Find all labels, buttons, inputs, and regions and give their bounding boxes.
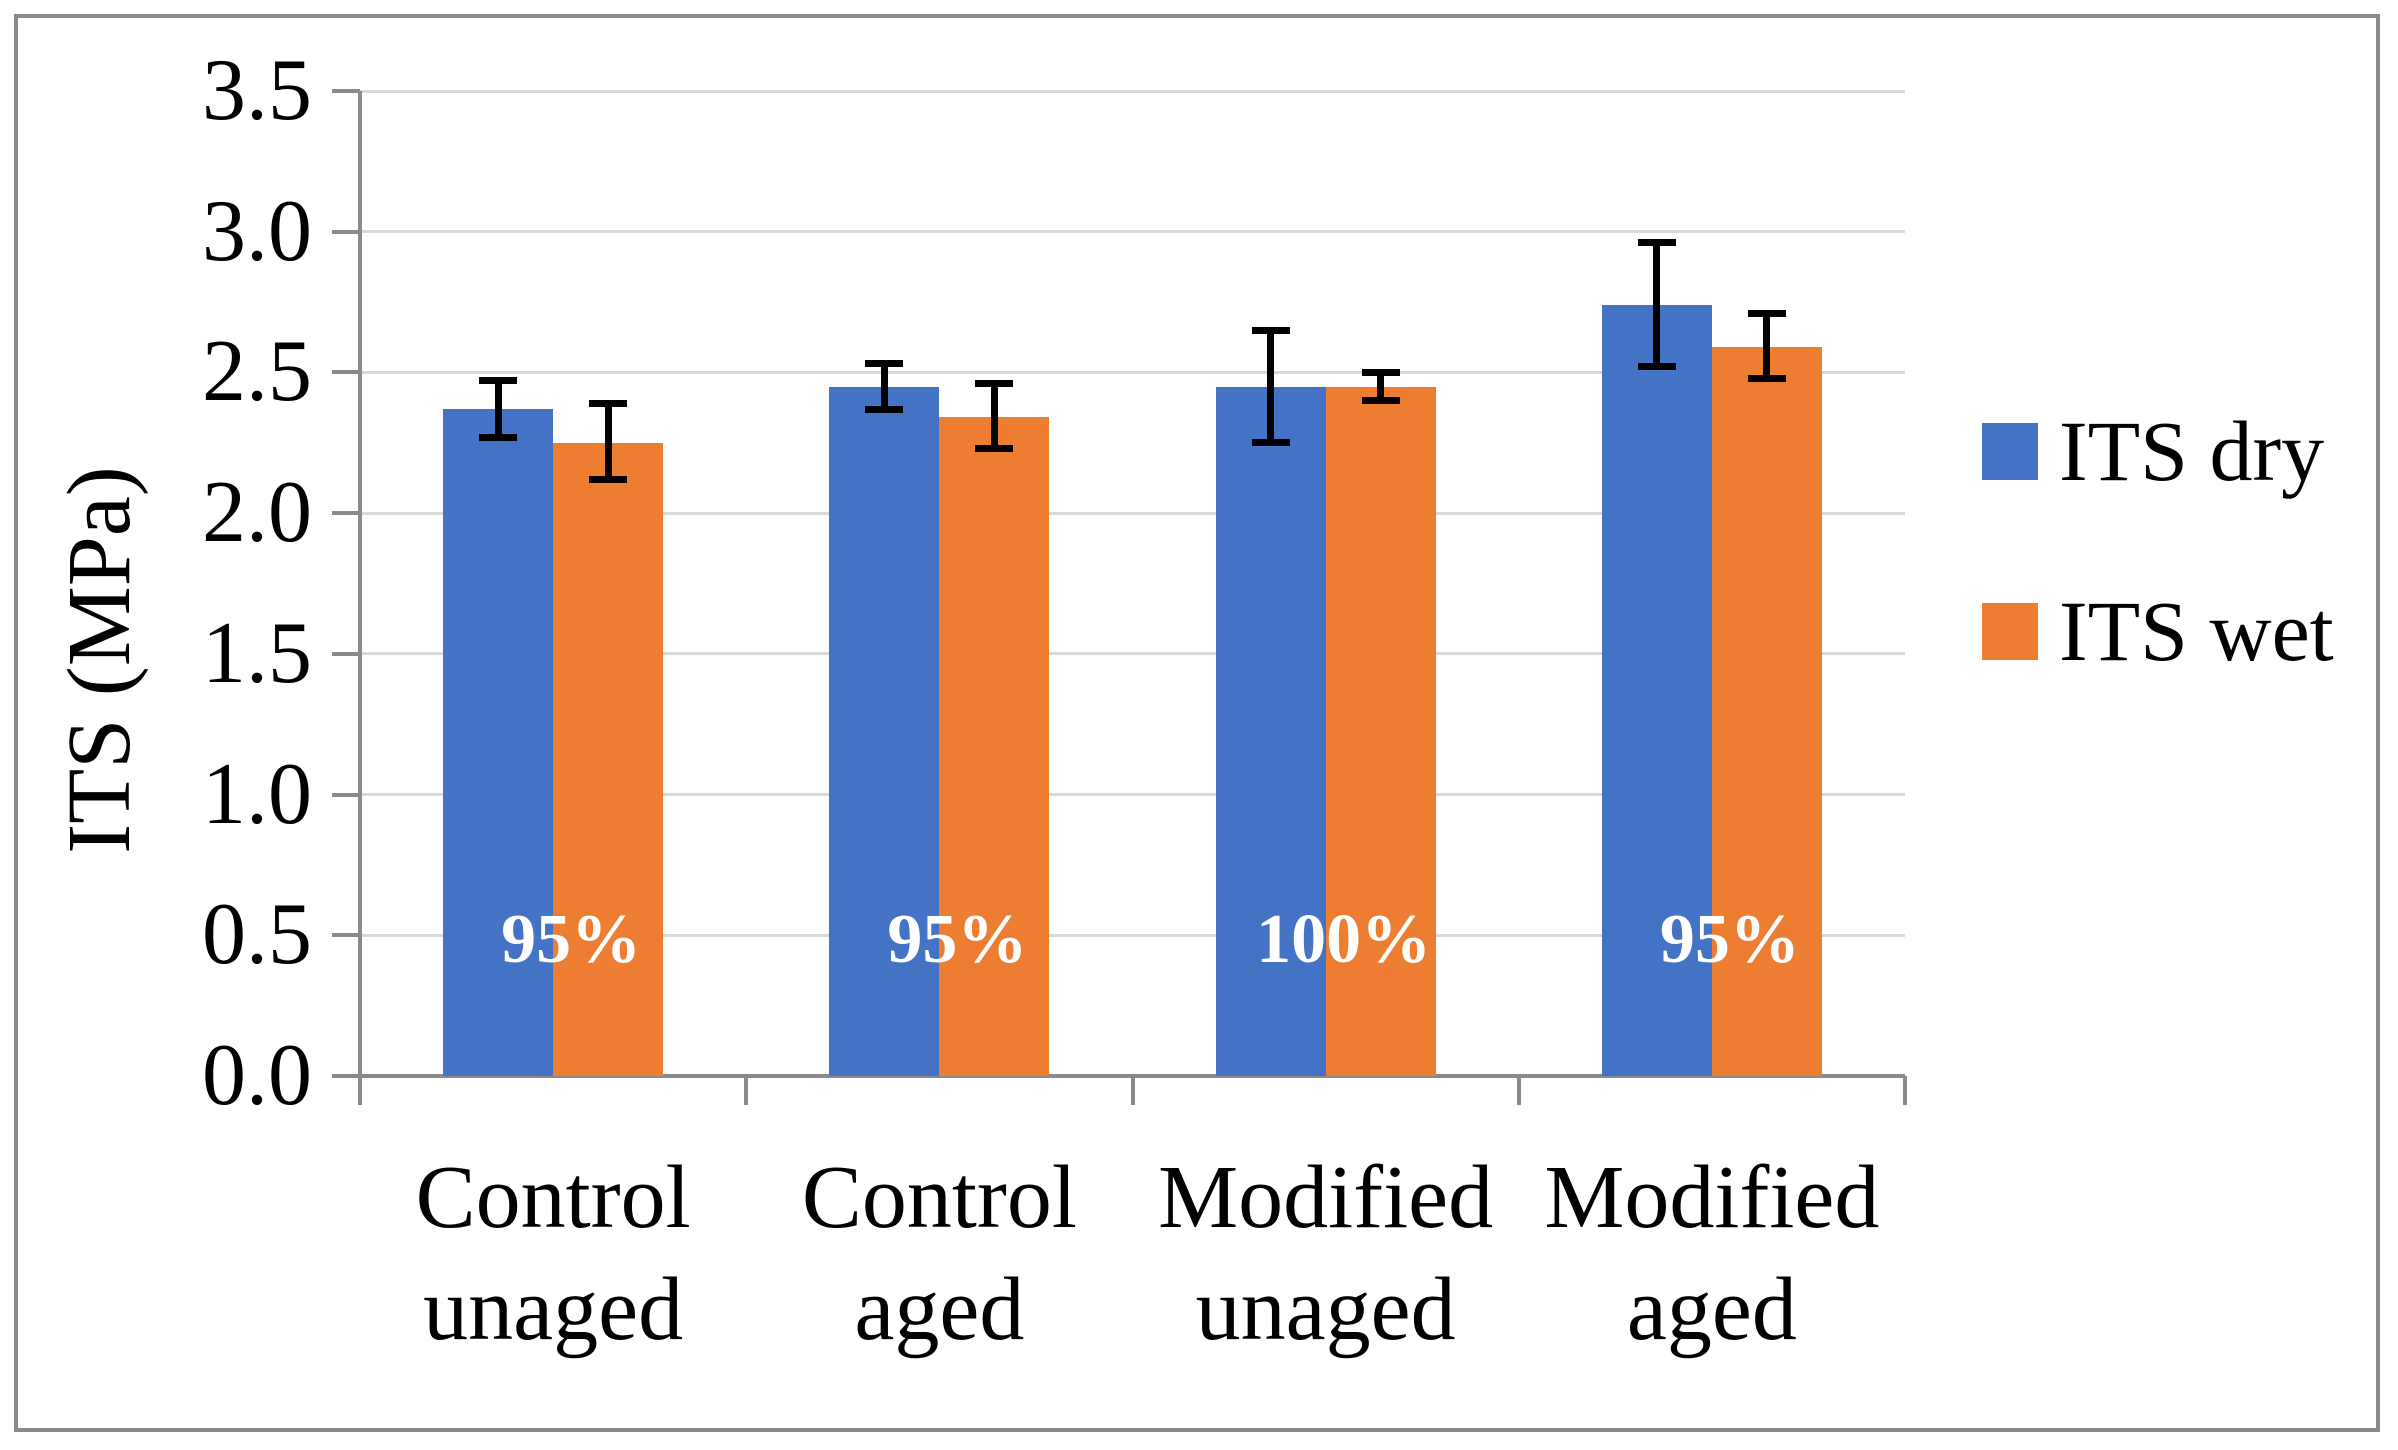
gridline — [360, 89, 1905, 93]
error-bar-cap-top — [1747, 309, 1786, 317]
y-tick-label: 1.0 — [202, 745, 312, 843]
legend-label: ITS wet — [2059, 583, 2334, 679]
x-category-label-line: unaged — [423, 1260, 684, 1359]
legend-label: ITS dry — [2059, 403, 2325, 499]
bar-wet — [939, 417, 1050, 1076]
error-bar-cap-bottom — [1637, 363, 1676, 371]
bar-group-percentage-label: 95% — [887, 901, 1028, 978]
bar-group-percentage-label: 95% — [501, 901, 642, 978]
error-bar-cap-top — [589, 399, 628, 407]
x-category-label-line: Control — [801, 1148, 1077, 1247]
error-bar-stem — [494, 380, 502, 438]
x-category-label-line: aged — [854, 1260, 1025, 1359]
gridline — [360, 230, 1905, 234]
legend-swatch-wet — [1982, 602, 2038, 660]
x-axis-tick — [1516, 1076, 1521, 1105]
error-bar-cap-top — [1251, 326, 1290, 334]
error-bar-cap-bottom — [865, 405, 904, 413]
error-bar-stem — [1763, 313, 1771, 379]
error-bar-cap-bottom — [1361, 397, 1400, 405]
bar-group-percentage-label: 95% — [1659, 901, 1800, 978]
y-axis-tick — [332, 651, 360, 656]
error-bar-cap-bottom — [1747, 374, 1786, 382]
gridline — [360, 933, 1905, 937]
x-axis-line — [332, 1074, 1905, 1078]
error-bar-cap-top — [975, 380, 1014, 388]
y-tick-label: 3.0 — [202, 182, 312, 280]
y-axis-line — [358, 91, 362, 1105]
bar-wet — [1711, 347, 1822, 1076]
gridline — [360, 370, 1905, 374]
y-axis-tick — [332, 933, 360, 938]
x-category-label-line: Modified — [1158, 1148, 1494, 1247]
bar-dry — [443, 409, 554, 1076]
error-bar-cap-bottom — [975, 444, 1014, 452]
bar-wet — [553, 442, 664, 1076]
x-category-label-line: aged — [1626, 1260, 1797, 1359]
x-category-label: Modified unaged — [1116, 1142, 1536, 1366]
y-axis-tick — [332, 511, 360, 516]
gridline — [360, 793, 1905, 797]
error-bar-cap-bottom — [1251, 439, 1290, 447]
error-bar-stem — [1653, 242, 1661, 367]
x-category-label: Control aged — [729, 1142, 1149, 1366]
x-axis-tick — [1903, 1076, 1907, 1105]
error-bar-cap-top — [865, 360, 904, 368]
error-bar-cap-top — [1361, 368, 1400, 376]
legend-item: ITS wet — [1982, 581, 2334, 681]
y-tick-label: 0.0 — [202, 1027, 312, 1124]
x-axis-tick — [744, 1076, 749, 1105]
y-axis-tick — [332, 89, 360, 93]
bar-dry — [829, 386, 940, 1076]
y-axis-tick — [332, 229, 360, 234]
y-tick-label: 2.0 — [202, 464, 312, 562]
gridline — [360, 652, 1905, 656]
error-bar-cap-bottom — [589, 475, 628, 483]
x-axis-tick — [1130, 1076, 1135, 1105]
gridline — [360, 511, 1905, 515]
y-tick-label: 2.5 — [202, 323, 312, 421]
legend-item: ITS dry — [1982, 401, 2324, 501]
x-category-label: Modified aged — [1502, 1142, 1922, 1366]
error-bar-stem — [1267, 330, 1275, 443]
error-bar-cap-bottom — [479, 433, 518, 441]
bar-dry — [1215, 386, 1326, 1076]
error-bar-stem — [990, 383, 998, 449]
y-axis-tick — [332, 370, 360, 375]
y-tick-label: 0.5 — [202, 886, 312, 984]
y-tick-label: 1.5 — [202, 604, 312, 702]
bar-wet — [1325, 386, 1436, 1076]
x-category-label-line: Modified — [1544, 1148, 1880, 1247]
y-tick-label: 3.5 — [202, 42, 312, 139]
y-axis-tick — [332, 792, 360, 797]
legend-swatch-dry — [1982, 422, 2038, 480]
error-bar-stem — [880, 363, 888, 409]
error-bar-cap-top — [479, 377, 518, 385]
bar-group-percentage-label: 100% — [1256, 901, 1432, 978]
figure-border — [14, 14, 2380, 1432]
error-bar-stem — [604, 403, 612, 480]
error-bar-stem — [1377, 372, 1385, 401]
x-category-label-line: unaged — [1195, 1260, 1456, 1359]
x-category-label-line: Control — [415, 1148, 691, 1247]
error-bar-cap-top — [1637, 239, 1676, 247]
bar-dry — [1601, 304, 1712, 1076]
x-category-label: Control unaged — [343, 1142, 763, 1366]
